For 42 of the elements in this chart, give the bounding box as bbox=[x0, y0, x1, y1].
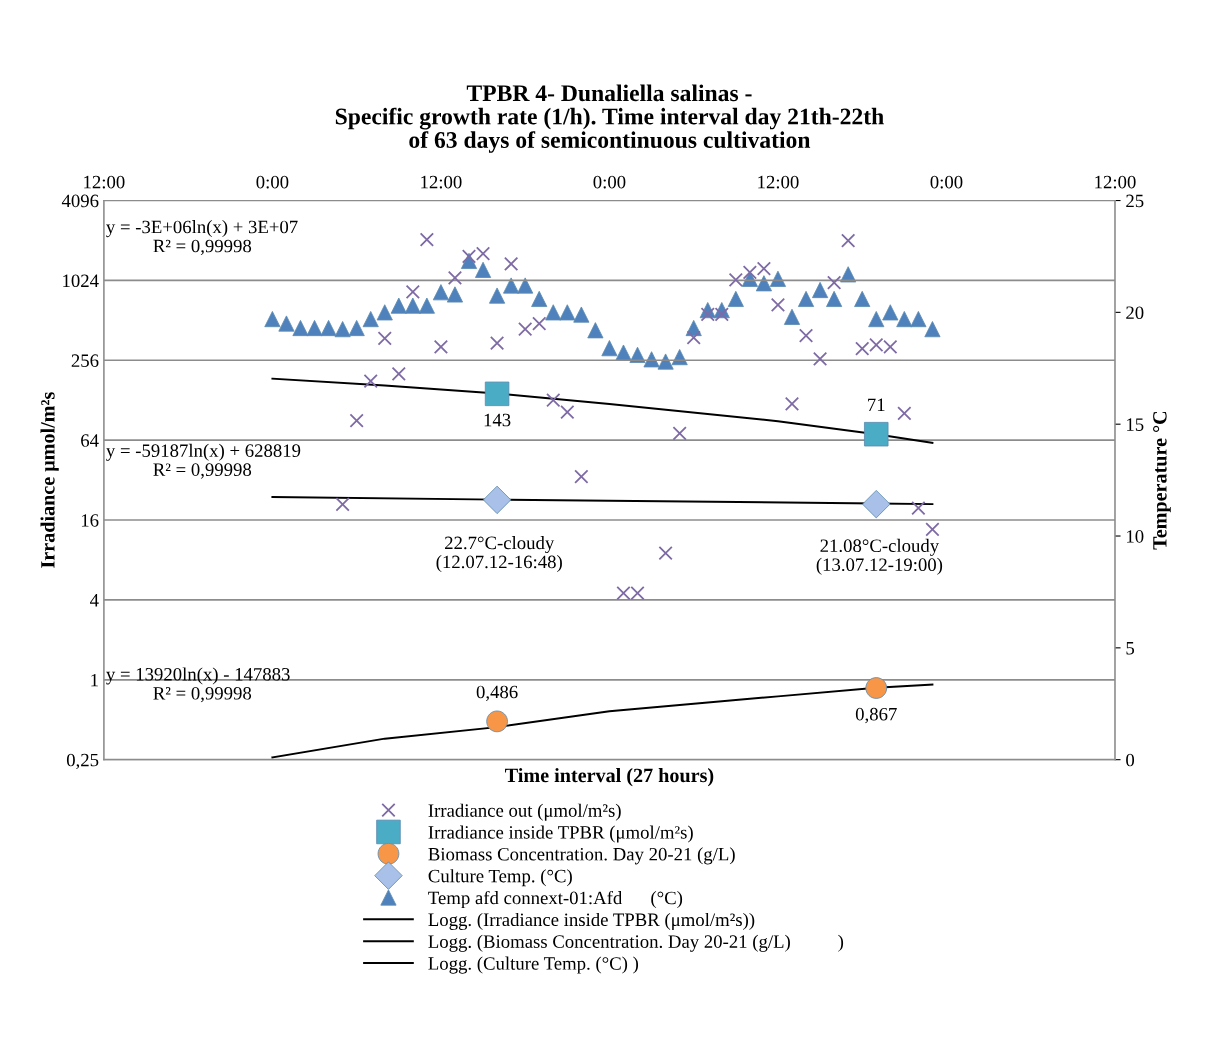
x-tick-label: 0:00 bbox=[256, 175, 289, 189]
y-tick-label: 1024 bbox=[63, 274, 99, 288]
y-tick-label: 16 bbox=[81, 514, 99, 527]
y2-axis-title: Temperature °C bbox=[1153, 411, 1171, 550]
y2-tick-label: 0 bbox=[1126, 753, 1135, 767]
legend-label: Irradiance inside TPBR (μmol/m²s) bbox=[428, 825, 693, 843]
y-tick-label: 64 bbox=[81, 434, 99, 447]
data-label: 0,486 bbox=[476, 685, 518, 701]
y-tick-label: 0,25 bbox=[66, 753, 99, 770]
annotation: y = -3E+06ln(x) + 3E+07 R² = 0,99998 bbox=[106, 220, 298, 255]
legend-label: Logg. (Irradiance inside TPBR (μmol/m²s)) bbox=[428, 912, 755, 930]
legend-label: Logg. (Culture Temp. (°C) ) bbox=[428, 956, 639, 974]
annotation: 21.08°C-cloudy (13.07.12-19:00) bbox=[816, 538, 943, 575]
data-label: 71 bbox=[868, 398, 885, 411]
x-tick-label: 12:00 bbox=[758, 175, 799, 189]
y2-tick-label: 25 bbox=[1126, 194, 1144, 208]
y2-tick-label: 10 bbox=[1127, 530, 1144, 543]
y2-tick-label: 5 bbox=[1126, 642, 1135, 655]
x-tick-label: 12:00 bbox=[84, 175, 125, 189]
y-tick-label: 1 bbox=[91, 673, 98, 687]
y-tick-label: 4 bbox=[90, 594, 99, 607]
y2-tick-label: 15 bbox=[1127, 418, 1144, 431]
annotation: 22.7°C-cloudy (12.07.12-16:48) bbox=[436, 536, 562, 573]
y2-tick-label: 20 bbox=[1126, 306, 1144, 320]
legend-label: Culture Temp. (°C) bbox=[428, 869, 572, 887]
legend-label: Biomass Concentration. Day 20-21 (g/L) bbox=[428, 847, 735, 865]
y-tick-label: 4096 bbox=[61, 194, 99, 208]
x-axis-title: Time interval (27 hours) bbox=[505, 768, 714, 787]
legend-label: Irradiance out (μmol/m²s) bbox=[428, 803, 621, 821]
x-tick-label: 12:00 bbox=[421, 175, 462, 189]
legend-label: Logg. (Biomass Concentration. Day 20-21 (g/L) ) bbox=[428, 934, 844, 952]
y-tick-label: 256 bbox=[71, 354, 99, 367]
chart-title: TPBR 4- Dunaliella salinas - Specific growth rate (1/h). Time interval day 21th-22th of 63 days of semicontinuous cultivation bbox=[335, 84, 884, 153]
legend-label: Temp afd connext-01:Afd (°C) bbox=[428, 890, 683, 909]
x-tick-label: 12:00 bbox=[1095, 175, 1136, 189]
x-tick-label: 0:00 bbox=[930, 175, 963, 189]
annotation: y = -59187ln(x) + 628819 R² = 0,99998 bbox=[106, 443, 301, 479]
data-label: 143 bbox=[484, 413, 511, 427]
y-axis-title: Irradiance μmol/m²s bbox=[40, 392, 59, 568]
data-label: 0,867 bbox=[855, 707, 897, 724]
annotation: y = 13920ln(x) - 147883 R² = 0,99998 bbox=[106, 667, 290, 703]
x-tick-label: 0:00 bbox=[593, 175, 626, 189]
